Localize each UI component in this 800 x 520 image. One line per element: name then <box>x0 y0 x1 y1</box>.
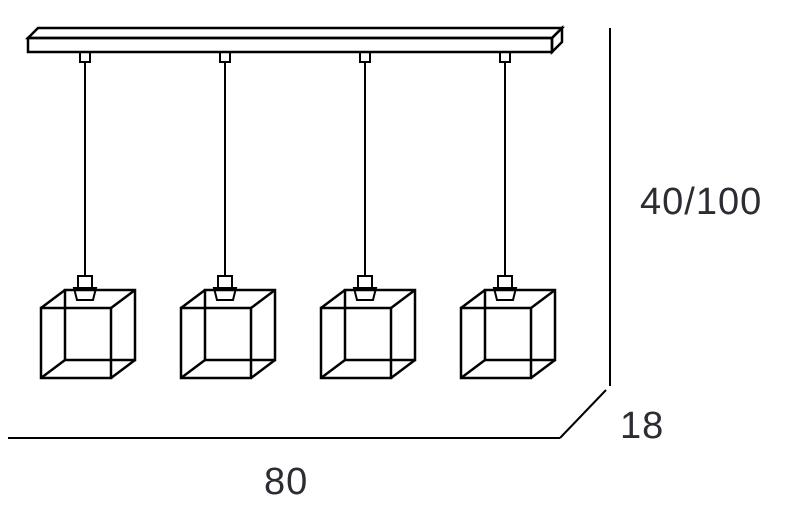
cube-1 <box>41 276 135 378</box>
pendant-2 <box>220 52 230 276</box>
dim-depth-label: 18 <box>620 405 664 447</box>
dim-height-label: 40/100 <box>640 181 762 223</box>
cube-3 <box>321 276 415 378</box>
pendant-1 <box>80 52 90 276</box>
cube-shades <box>41 276 555 378</box>
pendant-rods <box>80 52 510 276</box>
cube-2 <box>181 276 275 378</box>
dimension-lines <box>8 28 610 438</box>
cube-4 <box>461 276 555 378</box>
pendant-4 <box>500 52 510 276</box>
ceiling-canopy <box>28 28 562 52</box>
pendant-3 <box>360 52 370 276</box>
dim-width-label: 80 <box>264 461 308 503</box>
